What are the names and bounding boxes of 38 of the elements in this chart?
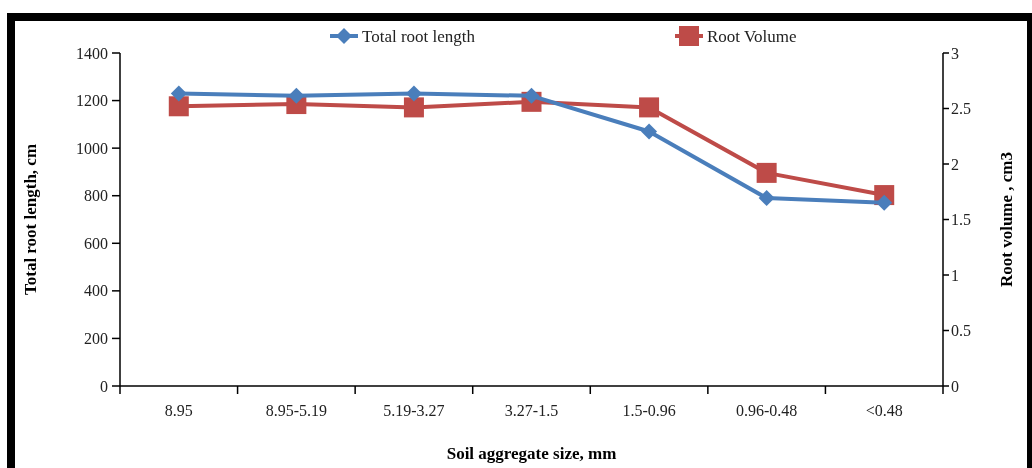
y-tick-label: 800 <box>84 187 108 205</box>
y-tick-label: 1000 <box>76 139 108 157</box>
x-tick-label: 8.95-5.19 <box>265 402 328 419</box>
x-axis-title: Soil aggregate size, mm <box>446 444 617 463</box>
point <box>523 87 540 104</box>
legend-label: Total root length <box>362 26 476 46</box>
x-tick-label: <0.48 <box>865 402 903 419</box>
y-tick-label: 0 <box>100 377 108 395</box>
y-tick-label: 1200 <box>76 92 108 110</box>
point <box>876 194 893 211</box>
legend-label: Root Volume <box>707 26 797 46</box>
y2-tick-label: 2 <box>951 155 959 173</box>
point <box>170 85 187 102</box>
y2-tick-label: 1 <box>951 266 959 284</box>
point <box>641 123 658 140</box>
point <box>405 85 422 102</box>
y2-tick-label: 0 <box>951 377 959 395</box>
point <box>168 96 189 117</box>
point <box>403 97 424 118</box>
y-tick-label: 1400 <box>76 44 108 62</box>
y2-tick-label: 2.5 <box>951 100 971 118</box>
point <box>756 162 777 183</box>
x-tick-label: 8.95 <box>164 402 193 419</box>
y-tick-label: 600 <box>84 234 108 252</box>
y-tick-label: 200 <box>84 330 108 348</box>
x-tick-label: 5.19-3.27 <box>383 402 445 419</box>
x-tick-label: 1.5-0.96 <box>622 402 676 419</box>
point <box>758 190 775 207</box>
y2-tick-label: 0.5 <box>951 322 971 340</box>
point <box>288 87 305 104</box>
y-axis-title: Total root length, cm <box>21 143 40 296</box>
x-tick-label: 3.27-1.5 <box>504 402 559 419</box>
y-tick-label: 400 <box>84 282 108 300</box>
y2-tick-label: 3 <box>951 44 959 62</box>
x-tick-label: 0.96-0.48 <box>735 402 798 419</box>
y2-tick-label: 1.5 <box>951 211 971 229</box>
point <box>639 97 660 118</box>
y2-axis-title: Root volume , cm3 <box>997 151 1016 288</box>
